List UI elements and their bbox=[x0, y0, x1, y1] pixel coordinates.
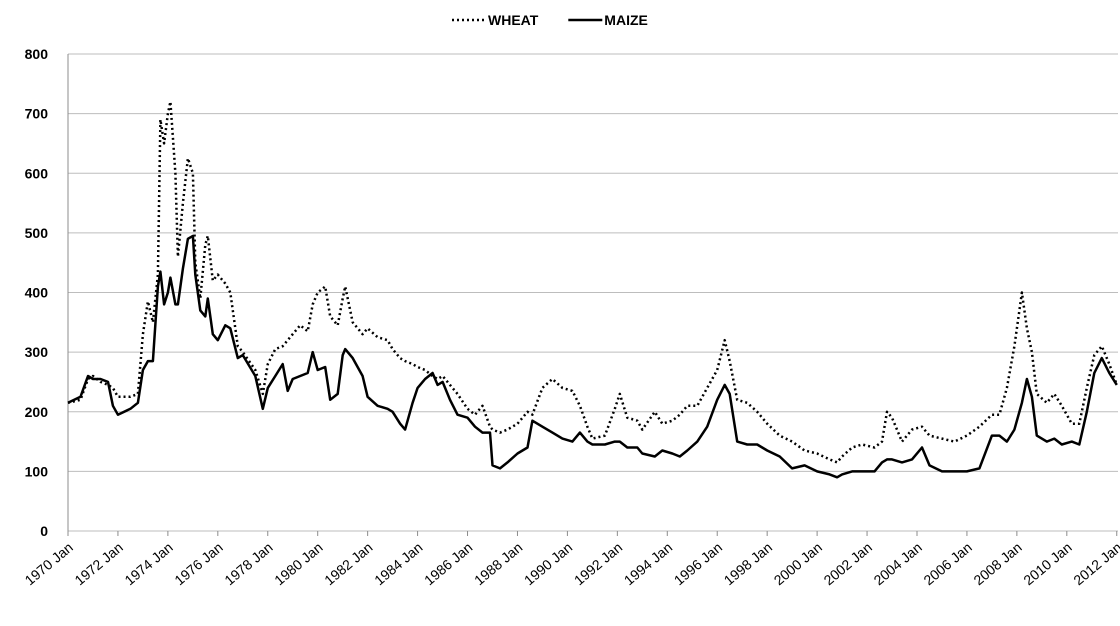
y-tick-label: 100 bbox=[25, 463, 49, 479]
y-tick-label: 500 bbox=[25, 225, 49, 241]
x-tick-label: 2002 Jan bbox=[821, 539, 875, 588]
y-tick-label: 700 bbox=[25, 106, 49, 122]
legend-label: WHEAT bbox=[488, 12, 539, 28]
y-tick-label: 300 bbox=[25, 344, 49, 360]
y-tick-label: 0 bbox=[40, 523, 48, 539]
x-tick-label: 2004 Jan bbox=[871, 539, 925, 588]
x-tick-label: 1976 Jan bbox=[171, 539, 225, 588]
y-tick-label: 800 bbox=[25, 46, 49, 62]
x-tick-label: 1974 Jan bbox=[121, 539, 175, 588]
x-tick-label: 1990 Jan bbox=[521, 539, 575, 588]
x-tick-label: 1988 Jan bbox=[471, 539, 525, 588]
y-tick-label: 400 bbox=[25, 285, 49, 301]
x-tick-label: 1972 Jan bbox=[71, 539, 125, 588]
x-tick-label: 2006 Jan bbox=[920, 539, 974, 588]
series-line bbox=[67, 234, 1118, 479]
x-tick-label: 1980 Jan bbox=[271, 539, 325, 588]
x-tick-label: 1984 Jan bbox=[371, 539, 425, 588]
y-tick-label: 200 bbox=[25, 404, 49, 420]
series-line bbox=[67, 100, 1118, 464]
x-tick-label: 1978 Jan bbox=[221, 539, 275, 588]
x-tick-label: 2000 Jan bbox=[771, 539, 825, 588]
x-tick-label: 1986 Jan bbox=[421, 539, 475, 588]
legend-label: MAIZE bbox=[604, 12, 648, 28]
x-tick-label: 1998 Jan bbox=[721, 539, 775, 588]
x-tick-label: 1992 Jan bbox=[571, 539, 625, 588]
x-tick-label: 2010 Jan bbox=[1020, 539, 1074, 588]
x-tick-label: 1994 Jan bbox=[621, 539, 675, 588]
x-tick-label: 1970 Jan bbox=[22, 539, 76, 588]
x-tick-label: 2012 Jan bbox=[1070, 539, 1120, 588]
x-tick-label: 2008 Jan bbox=[970, 539, 1024, 588]
x-tick-label: 1996 Jan bbox=[671, 539, 725, 588]
x-tick-label: 1982 Jan bbox=[321, 539, 375, 588]
y-tick-label: 600 bbox=[25, 165, 49, 181]
